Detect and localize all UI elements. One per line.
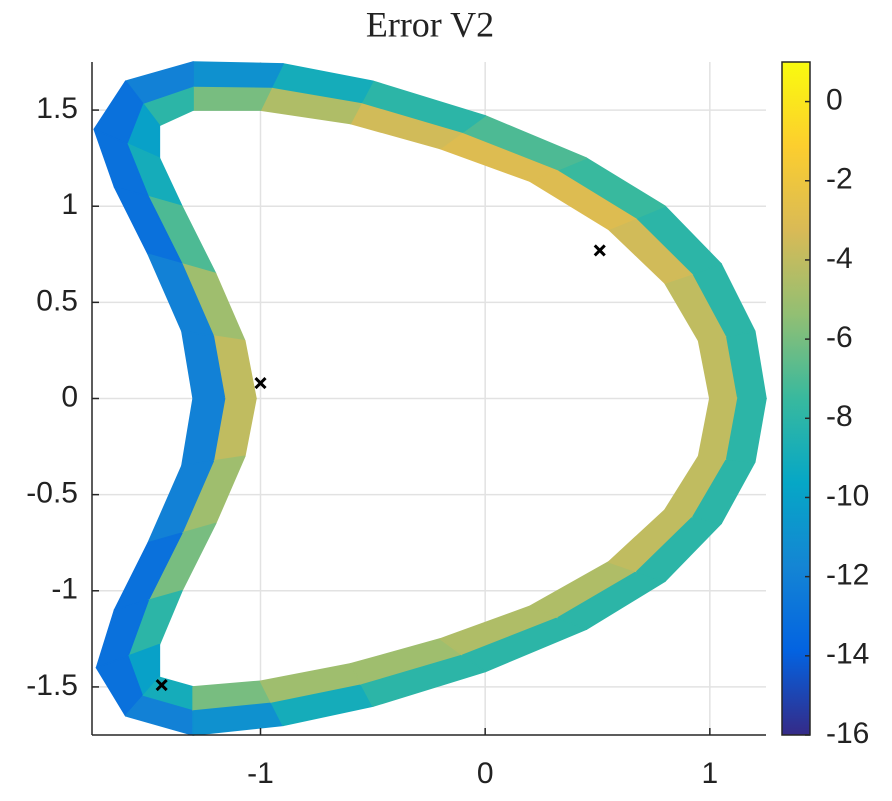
y-tick-label: -1 — [51, 573, 78, 606]
y-tick-label: 0 — [61, 380, 78, 413]
band-cell — [725, 397, 767, 463]
x-tick-label: 0 — [477, 757, 494, 790]
colorbar-tick-label: -8 — [826, 400, 853, 433]
y-tick-label: 0.5 — [36, 284, 78, 317]
colorbar-tick-label: -4 — [826, 242, 853, 275]
colorbar-tick-label: -14 — [826, 638, 869, 671]
colorbar-tick-label: -16 — [826, 717, 869, 750]
y-tick-label: -0.5 — [26, 477, 78, 510]
y-tick-label: 1.5 — [36, 92, 78, 125]
x-tick-label: 1 — [701, 757, 718, 790]
marker — [254, 377, 267, 390]
y-tick-label: -1.5 — [26, 669, 78, 702]
colorbar — [781, 61, 811, 736]
colorbar-tick-label: -2 — [826, 163, 853, 196]
band-cell — [192, 61, 284, 88]
chart-title: Error V2 — [366, 4, 494, 44]
colorbar-tick-label: -10 — [826, 479, 869, 512]
colorbar-tick-label: 0 — [826, 84, 843, 117]
y-tick-label: 1 — [61, 188, 78, 221]
colorbar-tick-label: -12 — [826, 559, 869, 592]
marker — [155, 678, 168, 692]
colorbar-tick-label: -6 — [826, 321, 853, 354]
marker — [593, 244, 606, 257]
x-tick-label: -1 — [247, 757, 274, 790]
band-cell — [192, 85, 273, 111]
